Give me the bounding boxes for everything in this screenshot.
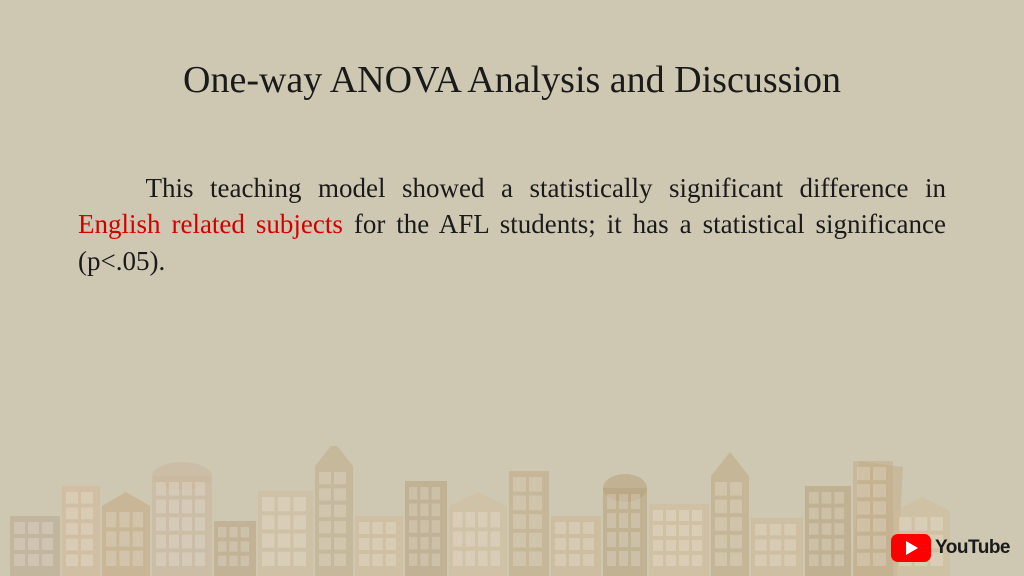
youtube-label: YouTube [935,537,1010,559]
slide-body: This teaching model showed a statistical… [78,170,946,279]
body-text-highlight: English related subjects [78,209,343,239]
youtube-icon [891,534,931,562]
body-text-pre: This teaching model showed a statistical… [146,173,947,203]
slide-title: One-way ANOVA Analysis and Discussion [0,58,1024,102]
youtube-watermark: YouTube [891,534,1010,562]
skyline-decoration [0,446,1024,576]
